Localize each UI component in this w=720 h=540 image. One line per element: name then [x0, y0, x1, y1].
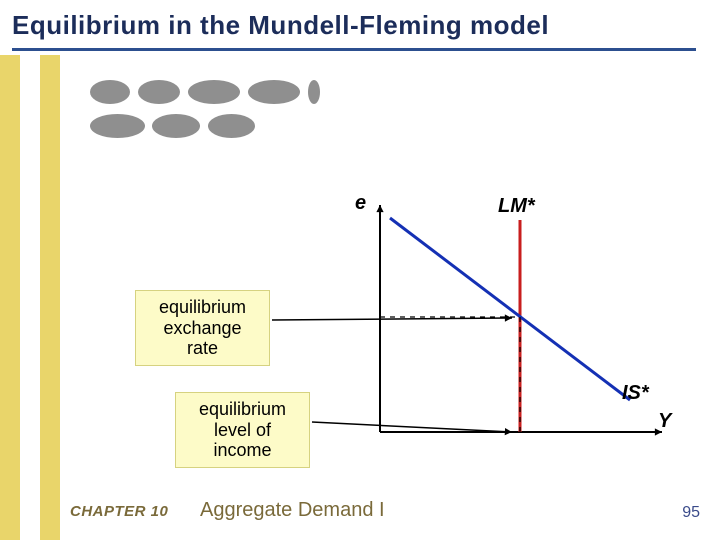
curve-label-is: IS*	[622, 382, 649, 405]
page-number: 95	[682, 504, 700, 522]
slide-title: Equilibrium in the Mundell-Fleming model	[12, 10, 549, 41]
axis-label-y: Y	[658, 410, 671, 433]
stripe	[40, 55, 60, 540]
stripe	[20, 55, 40, 540]
curve-label-lm: LM*	[498, 195, 535, 218]
footer-chapter: CHAPTER 10	[70, 503, 168, 520]
label-equilibrium-exchange-rate: equilibrium exchange rate	[135, 290, 270, 366]
title-underline	[12, 48, 696, 51]
stripe	[0, 55, 20, 540]
axis-label-e: e	[355, 192, 366, 215]
left-stripe-decor	[0, 55, 60, 540]
equation-placeholder	[90, 80, 320, 150]
footer-title: Aggregate Demand I	[200, 499, 385, 522]
label-equilibrium-income: equilibrium level of income	[175, 392, 310, 468]
